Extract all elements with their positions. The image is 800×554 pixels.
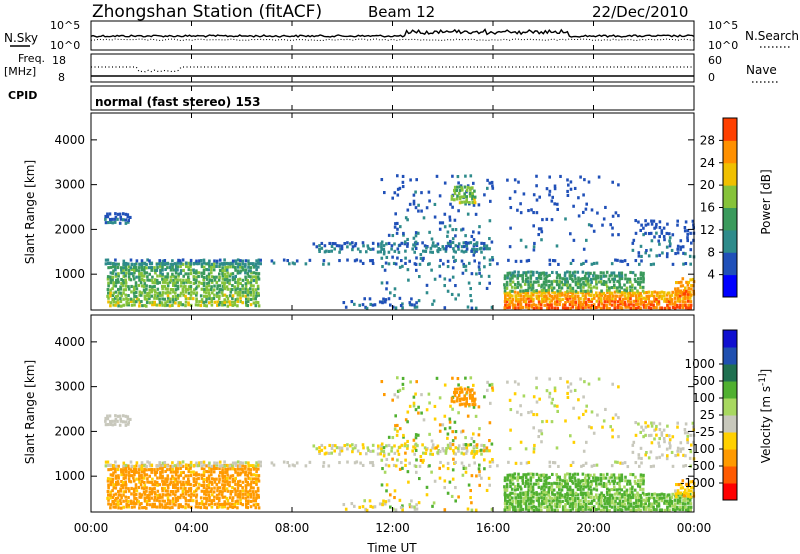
colorbar-tick-label: 1000 <box>684 357 715 371</box>
y-tick-label: 3000 <box>54 178 85 192</box>
station-title: Zhongshan Station (fitACF) <box>92 2 322 22</box>
colorbar-segment <box>723 140 737 164</box>
colorbar-segment <box>723 274 737 298</box>
colorbar-tick-label: 16 <box>700 201 715 215</box>
velocity-colorbar: -1000 -500 -100 -25 25 100 500 1000 <box>680 329 738 501</box>
colorbar-segment <box>723 162 737 186</box>
freq-right-top: 60 <box>708 54 722 67</box>
colorbar-segment <box>723 432 737 450</box>
colorbar-segment <box>723 398 737 416</box>
noise-left-top: 10^5 <box>50 19 80 32</box>
y-tick-label: 4000 <box>54 133 85 147</box>
colorbar-tick-label: 24 <box>700 156 715 170</box>
time-xlabel: Time UT <box>366 541 417 554</box>
x-tick-label: 04:00 <box>174 521 209 535</box>
x-tick-label: 00:00 <box>677 521 712 535</box>
colorbar-tick-label: 28 <box>700 133 715 147</box>
colorbar-tick-label: -100 <box>688 442 715 456</box>
y-tick-label: 2000 <box>54 222 85 236</box>
colorbar-tick-label: 8 <box>707 245 715 259</box>
power-colorbar-label: Power [dB] <box>759 169 773 234</box>
noise-left-bottom: 10^0 <box>50 39 80 52</box>
colorbar-segment <box>723 483 737 501</box>
colorbar-tick-label: 500 <box>692 374 715 388</box>
colorbar-segment <box>723 252 737 276</box>
y-tick-label: 3000 <box>54 380 85 394</box>
colorbar-tick-label: 20 <box>700 178 715 192</box>
colorbar-segment <box>723 347 737 365</box>
x-tick-label: 08:00 <box>275 521 310 535</box>
colorbar-tick-label: -500 <box>688 459 715 473</box>
x-tick-label: 16:00 <box>476 521 511 535</box>
colorbar-tick-label: 4 <box>707 268 715 282</box>
velocity-colorbar-label: Velocity [m s-1]] <box>758 369 773 464</box>
freq-left-top: 18 <box>52 54 66 67</box>
x-tick-label: 20:00 <box>576 521 611 535</box>
colorbar-segment <box>723 466 737 484</box>
colorbar-segment <box>723 185 737 208</box>
freq-trace <box>91 66 694 77</box>
power-heatmap <box>104 174 696 310</box>
velocity-ylabel: Slant Range [km] <box>23 360 37 464</box>
colorbar-segment <box>723 381 737 399</box>
colorbar-segment <box>723 330 737 348</box>
power-colorbar: 4 8 12 16 20 24 28 <box>700 117 738 298</box>
x-tick-label: 00:00 <box>74 521 109 535</box>
colorbar-tick-label: 25 <box>700 408 715 422</box>
freq-left-bottom: 8 <box>58 71 65 84</box>
y-tick-label: 2000 <box>54 424 85 438</box>
noise-right-top: 10^5 <box>708 19 738 32</box>
colorbar-segment <box>723 229 737 253</box>
cpid-value: normal (fast stereo) 153 <box>95 95 261 109</box>
velocity-heatmap <box>104 376 696 512</box>
nsky-label: N.Sky <box>4 31 38 45</box>
power-y-ticks: 1000 2000 3000 4000 <box>54 133 694 281</box>
noise-right-bottom: 10^0 <box>708 39 738 52</box>
noise-trace <box>90 28 695 42</box>
nave-label: Nave <box>746 63 777 77</box>
colorbar-tick-label: 100 <box>692 391 715 405</box>
colorbar-tick-label: -25 <box>695 425 715 439</box>
colorbar-tick-label: -1000 <box>680 476 715 490</box>
freq-right-bottom: 0 <box>708 71 715 84</box>
y-tick-label: 4000 <box>54 335 85 349</box>
cpid-label: CPID <box>8 89 37 102</box>
freq-unit-label: [MHz] <box>4 65 36 78</box>
velocity-y-ticks: 1000 2000 3000 4000 <box>54 335 694 483</box>
colorbar-segment <box>723 449 737 467</box>
y-tick-label: 1000 <box>54 469 85 483</box>
y-tick-label: 1000 <box>54 267 85 281</box>
beam-label: Beam 12 <box>368 3 435 21</box>
date-label: 22/Dec/2010 <box>592 3 688 21</box>
colorbar-segment <box>723 118 737 141</box>
time-x-ticks: 00:00 04:00 08:00 12:00 16:00 20:00 00:00 <box>74 21 712 535</box>
power-ylabel: Slant Range [km] <box>23 160 37 264</box>
x-tick-label: 12:00 <box>375 521 410 535</box>
colorbar-segment <box>723 364 737 382</box>
nsearch-label: N.Search <box>745 29 799 43</box>
colorbar-segment <box>723 415 737 433</box>
freq-label: Freq. <box>18 52 45 65</box>
colorbar-tick-label: 12 <box>700 223 715 237</box>
colorbar-segment <box>723 207 737 231</box>
